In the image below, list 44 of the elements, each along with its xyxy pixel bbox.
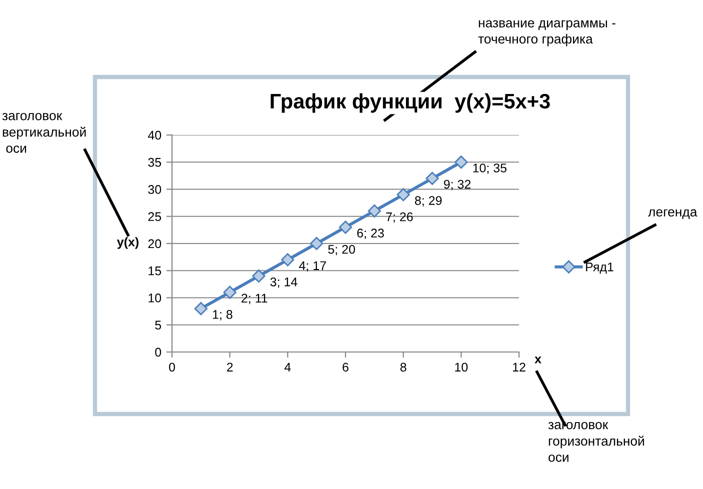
y-tick-label: 30 bbox=[148, 185, 162, 194]
y-tick-label: 20 bbox=[148, 239, 162, 248]
y-tick-label: 25 bbox=[148, 212, 162, 222]
text: название диаграммы - точечного графика bbox=[478, 20, 616, 46]
data-label: 4; 17 bbox=[299, 261, 326, 272]
data-label: 8; 29 bbox=[414, 196, 442, 206]
data-label: 5; 20 bbox=[328, 244, 356, 256]
y-tick-label: 15 bbox=[148, 266, 162, 276]
x-tick-label: 2 bbox=[226, 362, 233, 372]
y-axis-title: y(x) bbox=[116, 237, 138, 249]
chart-title: График функции y(x)=5x+3 bbox=[270, 93, 550, 113]
x-tick-label: 0 bbox=[169, 362, 175, 372]
x-tick-label: 6 bbox=[342, 362, 348, 372]
point bbox=[223, 286, 236, 299]
x-tick-label: 10 bbox=[455, 362, 468, 372]
point bbox=[194, 302, 208, 316]
x-tick-label: 12 bbox=[513, 362, 526, 372]
data-label: 9; 32 bbox=[444, 180, 471, 190]
data-label: 1; 8 bbox=[212, 310, 232, 320]
point bbox=[252, 269, 266, 283]
y-tick-label: 0 bbox=[155, 348, 162, 357]
point bbox=[368, 204, 382, 218]
data-label: 10; 35 bbox=[473, 164, 507, 174]
point bbox=[426, 172, 439, 185]
y-tick-label: 40 bbox=[148, 130, 162, 140]
text: заголовок горизонтальной оси bbox=[548, 422, 644, 462]
y-tick-label: 5 bbox=[155, 320, 162, 330]
legend-label: Ряд1 bbox=[586, 262, 614, 274]
data-label: 3; 14 bbox=[270, 278, 298, 288]
data-label: 6; 23 bbox=[357, 228, 384, 239]
point bbox=[310, 236, 324, 250]
data-label: 2; 11 bbox=[242, 294, 268, 304]
point bbox=[454, 156, 468, 169]
point bbox=[338, 220, 352, 234]
y-tick-label: 35 bbox=[148, 158, 162, 167]
y-tick-label: 10 bbox=[148, 294, 162, 302]
x-axis-title: x bbox=[534, 356, 542, 364]
text: легенда bbox=[648, 209, 698, 220]
x-tick-label: 4 bbox=[284, 362, 291, 372]
x-tick-label: 8 bbox=[400, 362, 406, 372]
data-label: 7; 26 bbox=[386, 212, 413, 223]
point bbox=[396, 188, 410, 202]
text: заголовок вертикальной оси bbox=[2, 113, 86, 153]
point bbox=[281, 253, 294, 266]
